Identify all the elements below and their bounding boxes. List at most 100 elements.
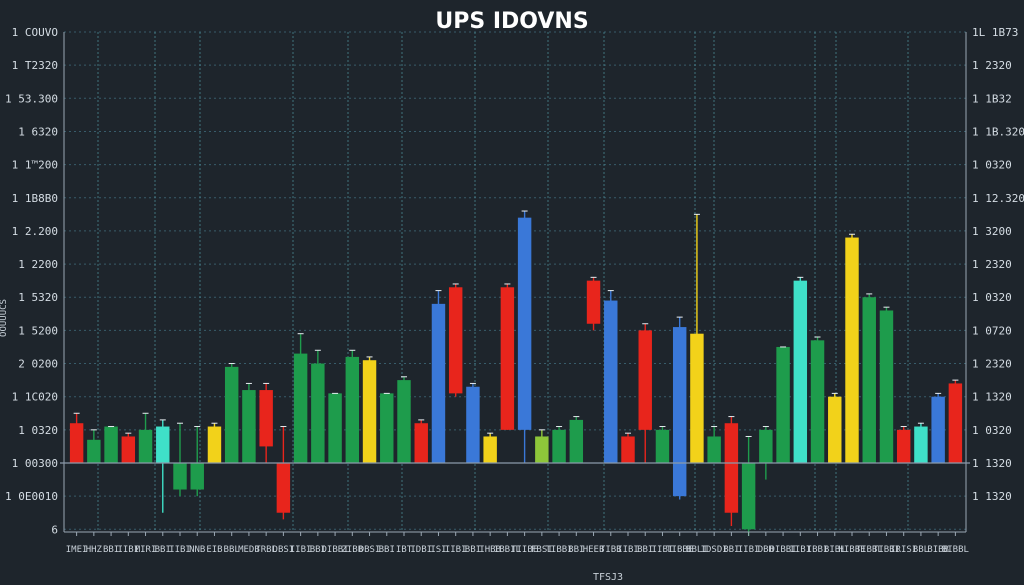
bar [776,346,790,463]
y-tick-label-left: 1 00300 [12,457,58,470]
y-tick-label-left: 1 53.300 [5,92,58,105]
bar [466,386,480,463]
x-tick-label: TIBB [600,545,622,555]
bar [328,393,342,463]
x-tick-label: NNB [189,545,205,555]
y-tick-label-left: 1 1C020 [12,391,58,404]
bar [655,429,670,463]
x-tick-label: BBI [379,545,395,555]
bars-layer [69,210,963,536]
x-tick-label: IBBIL [494,545,521,555]
bar [741,463,756,530]
bar [862,297,876,463]
x-tick-label: IBT [396,545,413,555]
x-tick-label: TIBBL [856,545,883,555]
x-tick-label: BIBB [927,545,949,555]
x-tick-label: BBI [465,545,481,555]
x-tick-label: BBLI [686,545,708,555]
bar [724,423,739,513]
y-tick-label-right: 1 3200 [972,225,1012,238]
x-tick-label: EIB [206,545,222,555]
x-tick-label: BBL [224,545,240,555]
x-tick-label: IDSDI [701,545,728,555]
bar [535,436,549,463]
y-tick-label-right: 1 0320 [972,424,1012,437]
x-tick-label: BIBBL [942,545,969,555]
bar [690,333,704,463]
x-tick-label: IHBB [479,545,501,555]
bar [173,463,187,490]
bar [69,423,84,463]
bar [276,463,291,513]
x-tick-label: BBI [310,545,326,555]
x-tick-label: IIBI [290,545,312,555]
y-tick-label-left: 1 0E0010 [5,490,58,503]
y-tick-label-left: 1 5320 [18,291,58,304]
bar [87,439,101,463]
y-tick-label-right: 1 1320 [972,490,1012,503]
x-tick-label: DBSI [273,545,295,555]
y-tick-label-right: 1 2320 [972,258,1012,271]
bar [948,383,963,463]
x-tick-label: BBI [568,545,584,555]
x-tick-label: HHZ [86,545,103,555]
x-tick-label: HEEB [583,545,605,555]
bar [879,310,894,463]
y-tick-label-left: 1 0320 [18,424,58,437]
x-tick-label: IIBI [789,545,811,555]
y-tick-label-right: 1 12.320 [972,192,1024,205]
x-tick-label: IDBI [410,545,432,555]
y-tick-label-right: 1 1B32 [972,92,1012,105]
x-tick-label: HIBBE [838,545,865,555]
bar [517,217,532,430]
x-tick-label: DIBBI [770,545,797,555]
x-tick-label: BBI [637,545,653,555]
x-tick-label: BBI [155,545,171,555]
bar [828,396,842,463]
bar [121,436,136,463]
bar [845,237,859,463]
bar [621,436,635,463]
bar [500,287,515,430]
bar [604,300,618,463]
x-tick-label: TRBL [255,545,277,555]
x-tick-label: ISI [430,545,446,555]
bar [638,330,652,430]
bar [190,463,204,490]
x-tick-label: TIBBI [873,545,900,555]
x-tick-label: IBBI [807,545,829,555]
y-tick-label-right: 1 1320 [972,391,1012,404]
x-tick-label: TIBBI [546,545,573,555]
bar [431,303,446,463]
x-tick-label: IIBI [169,545,191,555]
y-tick-label-right: 1L 1B73 [972,26,1018,39]
x-tick-label: IMEI [66,545,88,555]
y-tick-label-left: 1 2200 [18,258,58,271]
y-tick-label-right: 1 2320 [972,358,1012,371]
bar [259,390,273,447]
bar [448,287,463,394]
x-tick-label: BIBL [824,545,846,555]
x-tick-label: BBI [723,545,739,555]
x-tick-label: ZIBB [341,545,363,555]
x-tick-label: FBSI [531,545,553,555]
bar [931,396,945,463]
bar [672,327,687,497]
x-tick-label: MIRI [135,545,157,555]
y-tick-label-left: 1 6320 [18,125,58,138]
y-tick-label-right: 1 1320 [972,457,1012,470]
x-tick-label: MEDB [238,545,260,555]
bar [104,426,118,463]
x-tick-label: IIBI [738,545,760,555]
x-tick-label: DBH [758,545,774,555]
x-tick-label: IRISI [890,545,917,555]
x-tick-label: TIIBE [511,545,538,555]
bar [362,360,377,463]
y-tick-label-right: 1 1B.320 [972,125,1024,138]
chart-title: UPS IDOVNS [435,9,588,34]
bar [380,393,394,463]
bar [914,426,928,463]
x-tick-label: IIBI [652,545,674,555]
